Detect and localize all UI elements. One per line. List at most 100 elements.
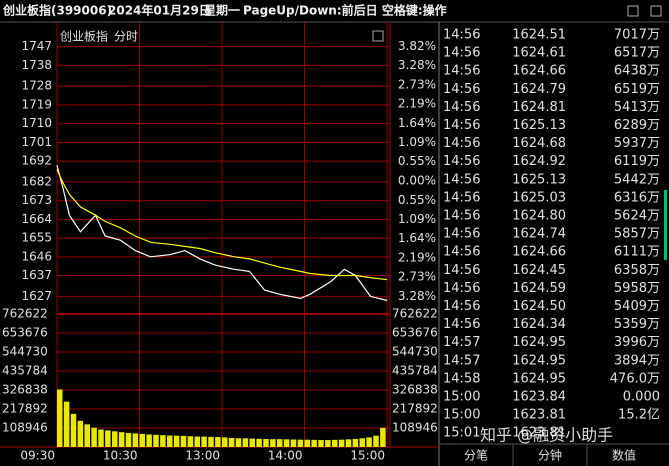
y2-tick-label: 0.00% xyxy=(398,174,436,188)
tick-cell: 15:00 xyxy=(443,390,480,405)
volume-bar xyxy=(338,439,345,447)
volume-bar xyxy=(352,438,359,447)
vol-tick-label: 653676 xyxy=(2,326,48,340)
x-tick-label: 09:30 xyxy=(20,449,55,463)
y2-tick-label: 1.64% xyxy=(398,116,436,130)
tick-cell: 14:56 xyxy=(443,64,480,79)
tick-cell: 15.2亿 xyxy=(618,408,660,423)
vol-tick-label: 435784 xyxy=(2,364,48,378)
volume-bar xyxy=(167,435,173,447)
volume-bar xyxy=(318,440,324,447)
tick-cell: 476.0万 xyxy=(610,371,660,386)
tick-cell: 14:56 xyxy=(443,281,480,296)
window-button[interactable] xyxy=(627,5,639,17)
volume-bar xyxy=(242,438,249,447)
close-button[interactable] xyxy=(650,5,662,17)
volume-bar xyxy=(380,427,386,447)
tick-cell: 1624.68 xyxy=(512,136,566,151)
volume-bar xyxy=(146,434,152,447)
tick-cell: 5937万 xyxy=(614,136,660,151)
tick-cell: 6316万 xyxy=(614,190,660,205)
tick-cell: 14:56 xyxy=(443,46,480,61)
tick-cell: 1624.66 xyxy=(512,64,566,79)
volume-bar xyxy=(153,434,159,447)
tick-cell: 14:56 xyxy=(443,82,480,97)
y2-tick-label: 3.28% xyxy=(398,289,436,303)
tab[interactable]: 分笔 xyxy=(464,448,488,463)
tab[interactable]: 分钟 xyxy=(538,448,562,463)
y2-tick-label: 2.19% xyxy=(398,251,436,265)
tick-cell: 14:56 xyxy=(443,154,480,169)
tick-cell: 5624万 xyxy=(614,209,660,224)
volume-bar xyxy=(359,438,365,447)
y-tick-label: 1637 xyxy=(21,268,52,282)
tick-cell: 1624.81 xyxy=(512,100,566,115)
vol-tick-label: 762622 xyxy=(2,307,48,321)
vol-tick-label: 544730 xyxy=(2,345,48,359)
tick-cell: 5442万 xyxy=(614,172,660,187)
y2-tick-label: 0.55% xyxy=(398,154,436,168)
y-tick-label: 1646 xyxy=(21,249,52,263)
tick-cell: 6438万 xyxy=(614,64,660,79)
tick-cell: 14:56 xyxy=(443,299,480,314)
vol-tick-label: 108946 xyxy=(2,421,48,435)
tick-cell: 15:01 xyxy=(443,426,480,441)
vol-tick-label: 217892 xyxy=(392,402,438,416)
y2-tick-label: 1.09% xyxy=(398,212,436,226)
tick-cell: 14:56 xyxy=(443,209,480,224)
tick-cell: 14:58 xyxy=(443,371,480,386)
y2-tick-label: 2.73% xyxy=(398,270,436,284)
tick-cell: 6358万 xyxy=(614,263,660,278)
volume-bar xyxy=(215,437,221,447)
y2-tick-label: 3.28% xyxy=(398,58,436,72)
volume-bar xyxy=(112,431,118,447)
y-tick-label: 1682 xyxy=(21,174,52,188)
y2-tick-label: 2.19% xyxy=(398,96,436,110)
tick-cell: 1624.80 xyxy=(512,209,566,224)
volume-bar xyxy=(297,439,304,447)
tick-cell: 0.000 xyxy=(623,390,660,405)
tick-cell: 6111万 xyxy=(614,245,660,260)
volume-bar xyxy=(160,435,166,447)
volume-bar xyxy=(77,420,84,447)
price-line xyxy=(56,169,388,281)
tick-cell: 1625.03 xyxy=(512,190,566,205)
tick-cell: 7017万 xyxy=(614,28,660,43)
volume-bar xyxy=(228,437,235,447)
tick-cell: 1624.61 xyxy=(512,46,566,61)
y-tick-label: 1719 xyxy=(21,97,52,111)
scrollbar[interactable] xyxy=(664,190,667,260)
y-tick-label: 1747 xyxy=(21,39,52,53)
y-tick-label: 1664 xyxy=(21,212,52,226)
date: 2024年01月29日 xyxy=(108,3,211,18)
y-tick-label: 1701 xyxy=(21,135,52,149)
tick-cell: 1623.81 xyxy=(512,408,566,423)
y2-tick-label: 2.73% xyxy=(398,77,436,91)
volume-bar xyxy=(173,435,180,447)
tick-cell: 14:57 xyxy=(443,353,480,368)
tick-cell: 1624.59 xyxy=(512,281,566,296)
y-tick-label: 1710 xyxy=(21,116,52,130)
tick-cell: 5958万 xyxy=(614,281,660,296)
volume-bar xyxy=(125,433,132,447)
tick-cell: 1624.95 xyxy=(512,335,566,350)
chart-menu[interactable] xyxy=(372,30,384,42)
tab[interactable]: 数值 xyxy=(612,448,636,463)
volume-bar xyxy=(132,433,139,447)
tick-cell: 1625.13 xyxy=(512,172,566,187)
tick-cell: 1623.84 xyxy=(512,390,566,405)
tick-cell: 5857万 xyxy=(614,227,660,242)
tick-cell: 14:57 xyxy=(443,335,480,350)
tick-cell: 1624.74 xyxy=(512,227,566,242)
volume-bar xyxy=(373,435,379,447)
volume-bar xyxy=(263,438,269,447)
tick-cell: 15:00 xyxy=(443,408,480,423)
volume-bar xyxy=(57,389,63,447)
volume-bar xyxy=(180,435,187,447)
tick-cell: 5359万 xyxy=(614,317,660,332)
index-name: 创业板指(399006) xyxy=(2,3,112,18)
tick-cell: 14:56 xyxy=(443,136,480,151)
x-tick-label: 10:30 xyxy=(103,449,138,463)
x-tick-label: 13:00 xyxy=(185,449,220,463)
y2-tick-label: 3.82% xyxy=(398,39,436,53)
